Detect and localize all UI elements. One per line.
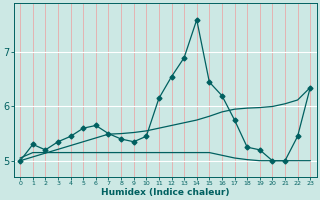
X-axis label: Humidex (Indice chaleur): Humidex (Indice chaleur): [101, 188, 229, 197]
